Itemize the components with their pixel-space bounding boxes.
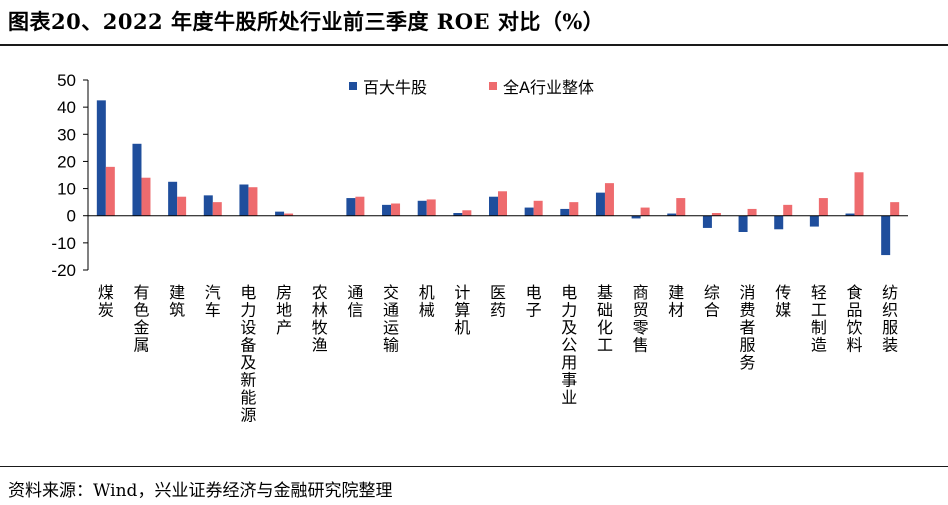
bar-top100 (631, 215, 641, 219)
bar-top100 (239, 184, 249, 216)
bar-all-a (711, 213, 721, 216)
bar-top100 (738, 215, 748, 232)
bar-all-a (426, 199, 436, 216)
bar-top100 (275, 211, 285, 216)
bar-top100 (809, 215, 819, 227)
bar-all-a (569, 202, 579, 216)
title-rule (0, 44, 948, 46)
y-tick-label: 0 (67, 207, 76, 226)
bar-all-a (854, 172, 864, 216)
y-tick-label: 10 (57, 180, 76, 199)
bar-all-a (284, 213, 294, 216)
y-tick-label: 40 (57, 98, 76, 117)
bar-all-a (783, 204, 793, 216)
category-label: 机械 (419, 283, 435, 320)
bar-all-a (105, 166, 115, 216)
bar-top100 (881, 215, 891, 256)
category-label: 电力及公用事业 (561, 283, 577, 407)
bar-top100 (845, 213, 855, 216)
category-label: 基础化工 (597, 283, 613, 355)
bar-top100 (560, 208, 570, 216)
bar-all-a (391, 203, 401, 216)
bar-all-a (498, 191, 507, 216)
bar-top100 (774, 215, 784, 230)
bar-all-a (533, 200, 543, 216)
category-label: 食品饮料 (847, 283, 863, 355)
bar-all-a (141, 177, 151, 216)
bar-all-a (355, 196, 365, 216)
category-label: 电子 (526, 283, 542, 320)
bar-top100 (168, 181, 178, 216)
bar-top100 (96, 100, 106, 216)
bar-all-a (248, 187, 258, 216)
category-label: 纺织服装 (882, 283, 898, 355)
chart-title: 图表20、2022 年度牛股所处行业前三季度 ROE 对比（%） (8, 9, 605, 34)
y-tick-label: 20 (57, 152, 76, 171)
category-label: 建筑 (169, 283, 185, 320)
category-label: 有色金属 (133, 283, 149, 355)
bar-top100 (453, 213, 463, 216)
category-label: 计算机 (454, 283, 470, 337)
bar-top100 (595, 192, 605, 216)
category-label: 消费者服务 (740, 283, 756, 372)
legend-all-a-swatch (489, 82, 497, 90)
bar-top100 (667, 213, 677, 216)
y-tick-label: -20 (51, 261, 76, 280)
y-tick-label: 50 (57, 71, 76, 90)
legend-all-a-label: 全A行业整体 (503, 78, 594, 97)
bar-top100 (417, 200, 427, 216)
category-label: 综合 (704, 283, 720, 320)
category-label: 房地产 (276, 283, 292, 337)
bar-top100 (132, 143, 142, 216)
y-tick-label: -10 (51, 234, 76, 253)
bar-top100 (524, 207, 534, 216)
bar-top100 (346, 198, 356, 216)
legend-top100-swatch (349, 82, 357, 90)
category-label: 建材 (668, 283, 684, 320)
bar-all-a (604, 183, 614, 216)
category-label: 交通运输 (383, 283, 399, 355)
bar-all-a (212, 202, 222, 216)
source-rule (0, 466, 948, 467)
bar-all-a (177, 196, 187, 216)
bar-all-a (818, 198, 828, 216)
bar-all-a (676, 198, 686, 216)
category-label: 汽车 (205, 283, 221, 320)
legend-top100-label: 百大牛股 (363, 78, 427, 97)
y-tick-label: 30 (57, 125, 76, 144)
bar-top100 (702, 215, 712, 228)
category-label: 轻工制造 (811, 283, 827, 355)
category-label: 电力设备及新能源 (240, 283, 256, 425)
bar-top100 (382, 204, 392, 216)
bar-all-a (747, 208, 757, 216)
category-label: 医药 (490, 283, 506, 320)
bar-all-a (890, 202, 900, 216)
bar-top100 (203, 195, 213, 216)
category-label: 商贸零售 (633, 283, 649, 355)
bar-all-a (462, 210, 472, 216)
category-label: 通信 (347, 283, 363, 320)
category-label: 煤炭 (98, 283, 114, 320)
source-note: 资料来源：Wind，兴业证券经济与金融研究院整理 (8, 481, 393, 501)
category-label: 传媒 (775, 283, 791, 320)
bar-all-a (640, 207, 650, 216)
bar-top100 (489, 196, 498, 216)
category-label: 农林牧渔 (312, 283, 328, 355)
